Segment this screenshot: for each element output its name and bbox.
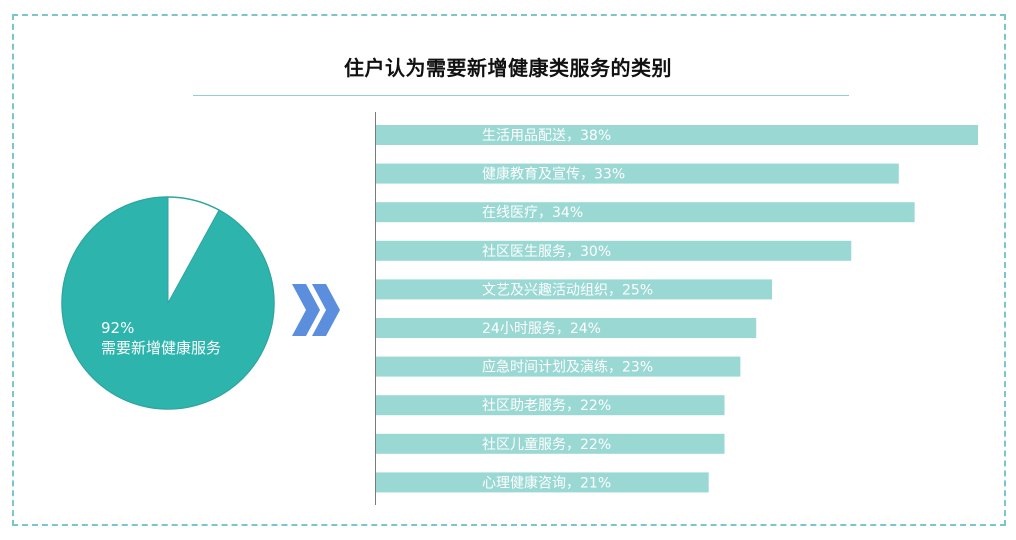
- bar-label-7: 应急时间计划及演练，23%: [482, 359, 653, 376]
- bar-label-3: 在线医疗，34%: [482, 205, 583, 221]
- bar-label-6: 24小时服务，24%: [482, 321, 601, 337]
- pie-chart: [58, 193, 278, 413]
- bar-9: [376, 433, 725, 454]
- bar-3: [376, 202, 915, 223]
- pie-slice-main: [61, 196, 275, 410]
- bar-axis-line: [375, 112, 376, 505]
- bar-label-2: 健康教育及宣传，33%: [482, 166, 625, 183]
- title-underline: [193, 95, 849, 96]
- chart-title: 住户认为需要新增健康类服务的类别: [344, 56, 672, 80]
- bar-2: [376, 163, 899, 184]
- bar-4: [376, 240, 852, 261]
- bar-label-8: 社区助老服务，22%: [482, 398, 611, 414]
- bar-8: [376, 395, 725, 416]
- pie-label: 92% 需要新增健康服务: [101, 318, 221, 358]
- bar-label-1: 生活用品配送，38%: [482, 128, 611, 144]
- bar-7: [376, 356, 741, 377]
- bar-5: [376, 279, 773, 300]
- bar-6: [376, 318, 757, 338]
- bar-10: [376, 472, 709, 493]
- pie-percent-label: 92%: [101, 319, 135, 337]
- bar-1: [376, 125, 978, 145]
- pie-caption: 需要新增健康服务: [101, 339, 222, 357]
- bar-label-5: 文艺及兴趣活动组织，25%: [482, 282, 653, 298]
- bar-label-9: 社区儿童服务，22%: [482, 436, 611, 453]
- bar-label-10: 心理健康咨询，21%: [482, 474, 611, 491]
- double-chevron-right-icon: [290, 282, 344, 342]
- bar-label-4: 社区医生服务，30%: [482, 244, 611, 260]
- chart-frame: [12, 14, 1006, 526]
